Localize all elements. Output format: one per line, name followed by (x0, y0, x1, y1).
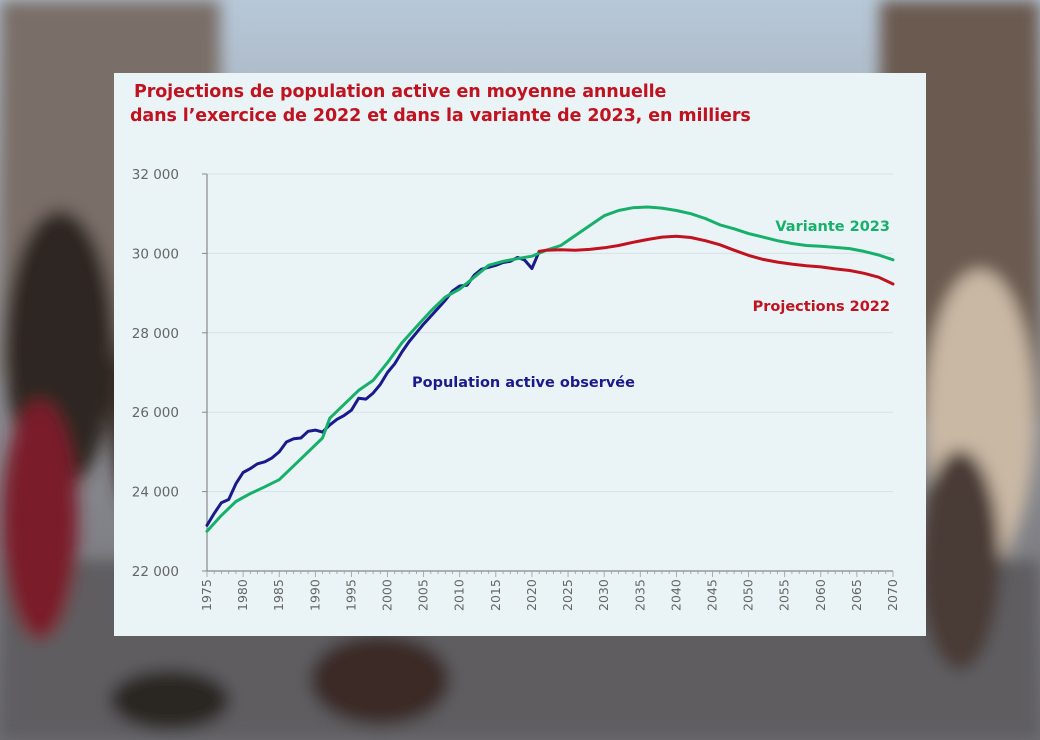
series-lines (205, 205, 895, 533)
series-labels: Variante 2023 Projections 2022 Population … (412, 219, 890, 391)
y-tick-label: 30 000 (132, 246, 179, 262)
series-label: Population active observée (412, 375, 635, 391)
x-tick-label: 2065 (849, 579, 864, 611)
series-label: Variante 2023 (775, 219, 890, 235)
x-tick-label: 1990 (307, 579, 322, 611)
series-line (205, 205, 895, 533)
x-tick-label: 2005 (416, 579, 431, 611)
x-tick-label: 2050 (741, 579, 756, 611)
y-tick-label: 22 000 (132, 564, 179, 580)
x-tick-label: 2015 (488, 579, 503, 611)
x-tick-label: 2040 (668, 579, 683, 611)
x-tick-label: 2055 (777, 579, 792, 611)
x-tick-label: 2030 (596, 579, 611, 611)
chart-title-line-2: dans l’exercice de 2022 et dans la varia… (130, 106, 751, 126)
axes: 22 000 24 000 26 000 28 000 30 000 32 000 1975… (132, 167, 900, 611)
x-tick-label: 2020 (524, 579, 539, 611)
x-tick-label: 2010 (452, 579, 467, 611)
series-label: Projections 2022 (753, 299, 890, 315)
y-tick-label: 26 000 (132, 405, 179, 421)
grid-lines (207, 173, 893, 493)
x-tick-label: 2000 (380, 579, 395, 611)
x-tick-label: 2045 (704, 579, 719, 611)
x-tick-label: 1985 (271, 579, 286, 611)
x-tick-label: 1975 (199, 579, 214, 611)
series-line (537, 234, 895, 286)
chart-title-line-1: Projections de population active en moye… (134, 82, 667, 102)
line-chart: 22 000 24 000 26 000 28 000 30 000 32 000 1975… (132, 167, 900, 611)
y-tick-label: 24 000 (132, 485, 179, 501)
x-tick-label: 2035 (632, 579, 647, 611)
y-tick-label: 28 000 (132, 326, 179, 342)
chart-panel: 22 000 24 000 26 000 28 000 30 000 32 000 1975… (114, 73, 926, 636)
x-tick-label: 2060 (813, 579, 828, 611)
x-tick-label: 1980 (235, 579, 250, 611)
x-tick-label: 2025 (560, 579, 575, 611)
x-tick-label: 2070 (885, 579, 900, 611)
x-tick-label: 1995 (343, 579, 358, 611)
y-tick-label: 32 000 (132, 167, 179, 183)
